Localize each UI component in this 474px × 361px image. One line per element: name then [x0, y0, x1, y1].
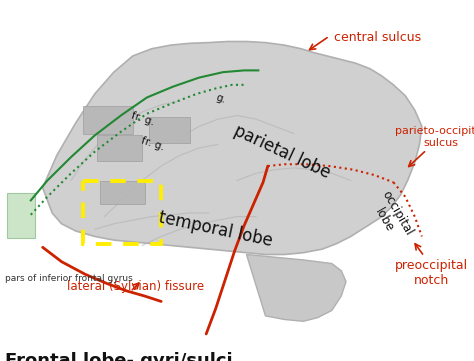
Text: pars of inferior frontal gyrus: pars of inferior frontal gyrus [5, 274, 133, 283]
Bar [83, 180, 161, 244]
Text: parieto-occipital
sulcus: parieto-occipital sulcus [395, 126, 474, 148]
FancyBboxPatch shape [7, 193, 35, 238]
Text: occipital
lobe: occipital lobe [366, 188, 416, 245]
FancyBboxPatch shape [97, 135, 142, 161]
FancyBboxPatch shape [149, 117, 190, 143]
Text: preoccipital
notch: preoccipital notch [395, 258, 468, 287]
FancyBboxPatch shape [100, 180, 145, 204]
Text: fr. g.: fr. g. [140, 136, 165, 153]
Polygon shape [43, 42, 422, 255]
Text: parietal lobe: parietal lobe [231, 121, 333, 182]
Text: Frontal lobe- gyri/sulci: Frontal lobe- gyri/sulci [5, 352, 232, 361]
Text: central sulcus: central sulcus [334, 31, 421, 44]
Text: fr. g.: fr. g. [130, 111, 156, 127]
Text: g.: g. [214, 93, 227, 105]
Text: lateral (Sylvian) fissure: lateral (Sylvian) fissure [66, 280, 204, 293]
Text: temporal lobe: temporal lobe [157, 208, 274, 250]
FancyBboxPatch shape [83, 106, 133, 134]
Polygon shape [246, 255, 346, 321]
